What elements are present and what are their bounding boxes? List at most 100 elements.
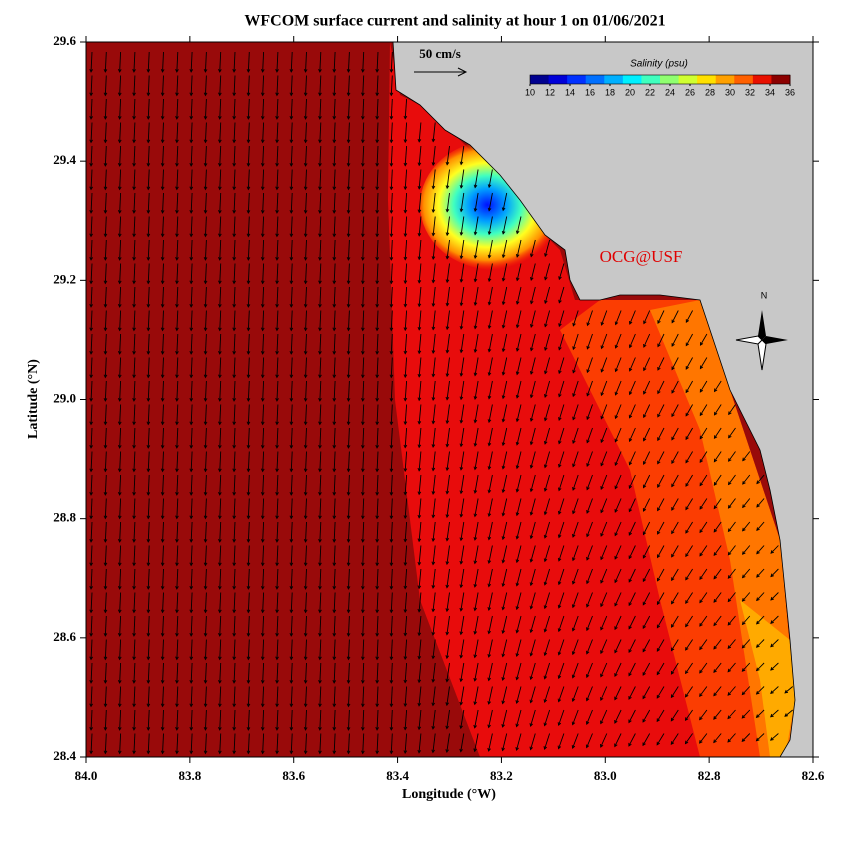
current-vector (204, 498, 207, 519)
current-vector-head (232, 562, 236, 567)
current-vector-head (501, 254, 506, 259)
current-vector-head (459, 184, 464, 189)
current-vector-head (332, 210, 337, 214)
current-vector (376, 662, 379, 683)
current-vector (233, 286, 236, 307)
current-vector-head (103, 69, 108, 73)
current-vector-head (246, 398, 251, 402)
current-vector-head (417, 749, 422, 754)
current-vector (376, 521, 379, 542)
current-vector-head (361, 116, 365, 120)
current-vector (418, 545, 422, 565)
current-vector (642, 568, 651, 582)
current-vector (628, 592, 636, 606)
current-vector-head (175, 257, 179, 261)
current-vector-head (643, 414, 647, 419)
current-vector-head (487, 677, 491, 682)
current-vector (376, 75, 379, 96)
current-vector-head (445, 749, 449, 754)
current-vector (362, 545, 365, 566)
current-vector (176, 615, 179, 636)
current-vector (530, 498, 536, 515)
current-vector-head (685, 600, 689, 604)
current-vector (558, 263, 565, 280)
current-vector-head (558, 464, 562, 468)
current-vector (446, 662, 450, 682)
current-vector-head (657, 437, 661, 442)
current-vector (133, 51, 136, 72)
current-vector-head (232, 750, 236, 755)
current-vector-head (403, 209, 408, 214)
current-vector (176, 75, 179, 96)
current-vector (204, 709, 207, 730)
current-vector-head (671, 413, 675, 418)
current-vector-head (189, 703, 194, 708)
current-vector-head (445, 373, 450, 378)
current-vector-head (501, 465, 506, 470)
current-vector (290, 192, 293, 213)
current-vector-head (318, 233, 322, 238)
current-vector (262, 521, 265, 542)
current-vector (657, 357, 665, 371)
current-vector (685, 451, 693, 463)
current-vector-head (487, 325, 492, 330)
current-vector-head (175, 421, 179, 426)
current-vector (784, 686, 793, 694)
current-vector (376, 615, 379, 636)
current-vector (262, 239, 265, 260)
current-vector (162, 216, 164, 237)
current-vector-head (203, 421, 208, 426)
current-vector (276, 709, 279, 730)
current-vector-head (218, 609, 222, 614)
current-vector-head (571, 627, 576, 632)
current-vector (290, 427, 293, 448)
current-vector (390, 357, 393, 378)
current-vector (432, 498, 436, 518)
current-vector-head (232, 139, 236, 144)
current-vector (544, 709, 551, 726)
current-vector (233, 145, 236, 166)
current-vector (376, 122, 379, 143)
current-vector-head (431, 608, 436, 613)
current-vector (176, 263, 179, 284)
current-vector (600, 568, 608, 584)
current-vector-head (642, 718, 646, 723)
current-vector (600, 404, 608, 419)
current-vector-head (543, 417, 548, 422)
current-vector (262, 169, 265, 190)
current-vector (614, 639, 622, 653)
current-vector (247, 733, 250, 754)
current-vector (488, 498, 493, 517)
current-vector-head (318, 515, 322, 520)
current-vector-head (770, 690, 774, 695)
current-vector-head (770, 737, 774, 741)
current-vector-head (684, 717, 689, 722)
current-vector (713, 568, 722, 579)
current-vector (770, 615, 779, 624)
current-vector-head (303, 116, 308, 120)
colorbar-segment (752, 75, 772, 84)
current-vector (290, 474, 293, 495)
current-vector (305, 357, 307, 378)
current-vector-head (303, 280, 308, 285)
current-vector (262, 216, 265, 237)
current-vector (544, 404, 551, 421)
current-vector-head (160, 116, 165, 120)
current-vector-head (289, 633, 294, 637)
current-vector-head (332, 468, 337, 473)
current-vector (333, 709, 336, 730)
current-vector-head (557, 722, 562, 727)
current-vector (432, 263, 436, 283)
current-vector-head (727, 481, 732, 486)
current-vector (404, 380, 408, 401)
current-vector-head (600, 532, 604, 537)
current-vector-head (375, 421, 379, 426)
current-vector-head (544, 276, 548, 281)
current-vector (362, 592, 365, 613)
current-vector (162, 639, 164, 660)
current-vector (390, 427, 393, 448)
current-vector-head (671, 507, 675, 511)
current-vector (530, 709, 536, 727)
current-vector-head (232, 280, 236, 285)
current-vector-head (218, 539, 222, 543)
